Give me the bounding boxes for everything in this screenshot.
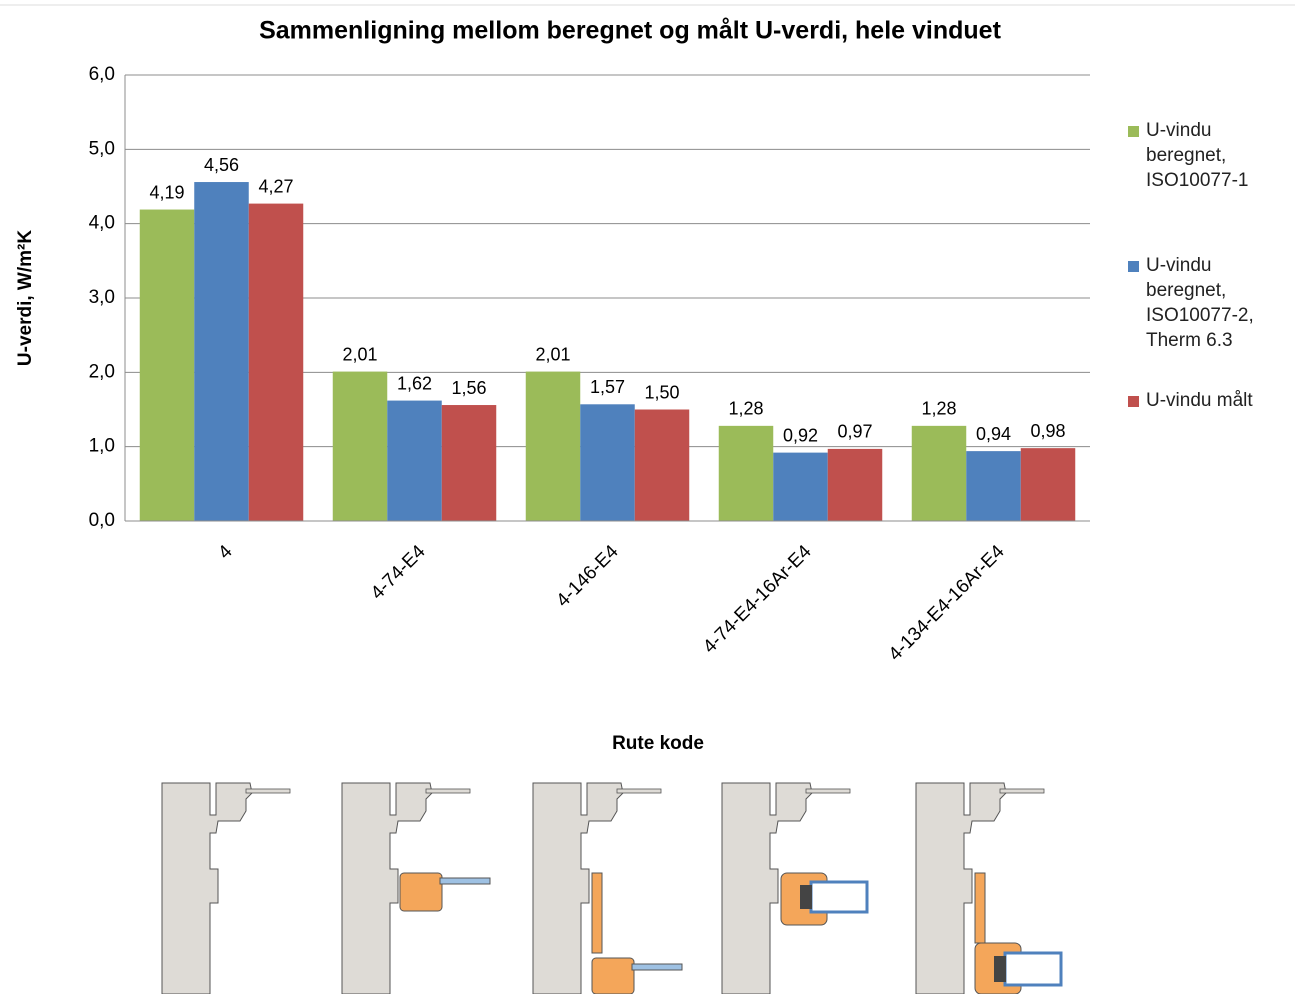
x-tick-label: 4-146-E4 [552,541,622,611]
x-tick-label: 4-74-E4 [367,541,430,604]
legend-item: U-vindu beregnet, ISO10077-2, Therm 6.3 [1128,253,1278,353]
value-label: 4,19 [149,182,184,202]
value-label: 1,56 [451,378,486,398]
bar [1020,448,1076,521]
bar [139,209,195,521]
bar [580,404,635,521]
value-label: 4,27 [258,176,293,196]
y-axis-label: U-verdi, W/m²K [15,230,36,366]
y-tick-label: 1,0 [89,436,115,457]
bar [911,425,967,521]
x-tick-label: 4 [214,541,237,564]
profile [161,782,291,994]
value-label: 1,28 [728,399,763,419]
chart-title: Sammenligning mellom beregnet og målt U-… [259,17,1001,45]
legend-item: U-vindu beregnet, ISO10077-1 [1128,118,1278,193]
bar [718,425,774,521]
legend-label: U-vindu målt [1146,390,1253,411]
bar [441,405,497,521]
x-tick-label: 4-134-E4-16Ar-E4 [885,541,1009,665]
value-label: 0,92 [783,425,818,445]
legend-label: U-vindu beregnet, ISO10077-1 [1146,120,1249,191]
bar [525,371,581,521]
profile-detail [631,963,683,971]
legend-swatch [1128,261,1139,272]
y-tick-label: 6,0 [89,64,115,85]
y-tick-label: 2,0 [89,361,115,382]
profile-detail [974,872,986,944]
bar [966,451,1021,521]
bar [248,203,304,521]
profile-detail [809,880,869,914]
value-label: 4,56 [204,155,239,175]
profile-detail [439,877,491,885]
value-label: 0,98 [1030,421,1065,441]
legend-label: U-vindu beregnet, ISO10077-2, Therm 6.3 [1146,255,1254,351]
value-label: 2,01 [535,344,570,364]
value-label: 2,01 [342,344,377,364]
value-label: 1,57 [590,377,625,397]
x-tick-label: 4-74-E4-16Ar-E4 [699,541,816,658]
profile-detail [800,885,812,909]
legend-item: U-vindu målt [1128,388,1278,413]
bar [773,452,828,521]
bar [332,371,388,521]
profile-detail [591,957,635,994]
value-label: 1,50 [644,382,679,402]
x-axis-label: Rute kode [612,733,704,754]
bar [827,448,883,521]
y-tick-label: 4,0 [89,213,115,234]
bar [194,182,249,522]
window-profiles [161,782,1063,994]
value-label: 0,94 [976,424,1011,444]
legend-swatch [1128,126,1139,137]
profile-detail [994,956,1006,982]
profile-detail [591,872,603,954]
value-label: 0,97 [837,422,872,442]
profile-detail [1003,951,1063,987]
profile-detail [399,872,443,912]
value-label: 1,62 [397,373,432,393]
y-tick-label: 0,0 [89,510,115,531]
value-label: 1,28 [921,399,956,419]
legend-swatch [1128,396,1139,407]
y-tick-label: 3,0 [89,287,115,308]
bar [387,400,442,521]
y-tick-label: 5,0 [89,138,115,159]
bar [634,409,690,521]
